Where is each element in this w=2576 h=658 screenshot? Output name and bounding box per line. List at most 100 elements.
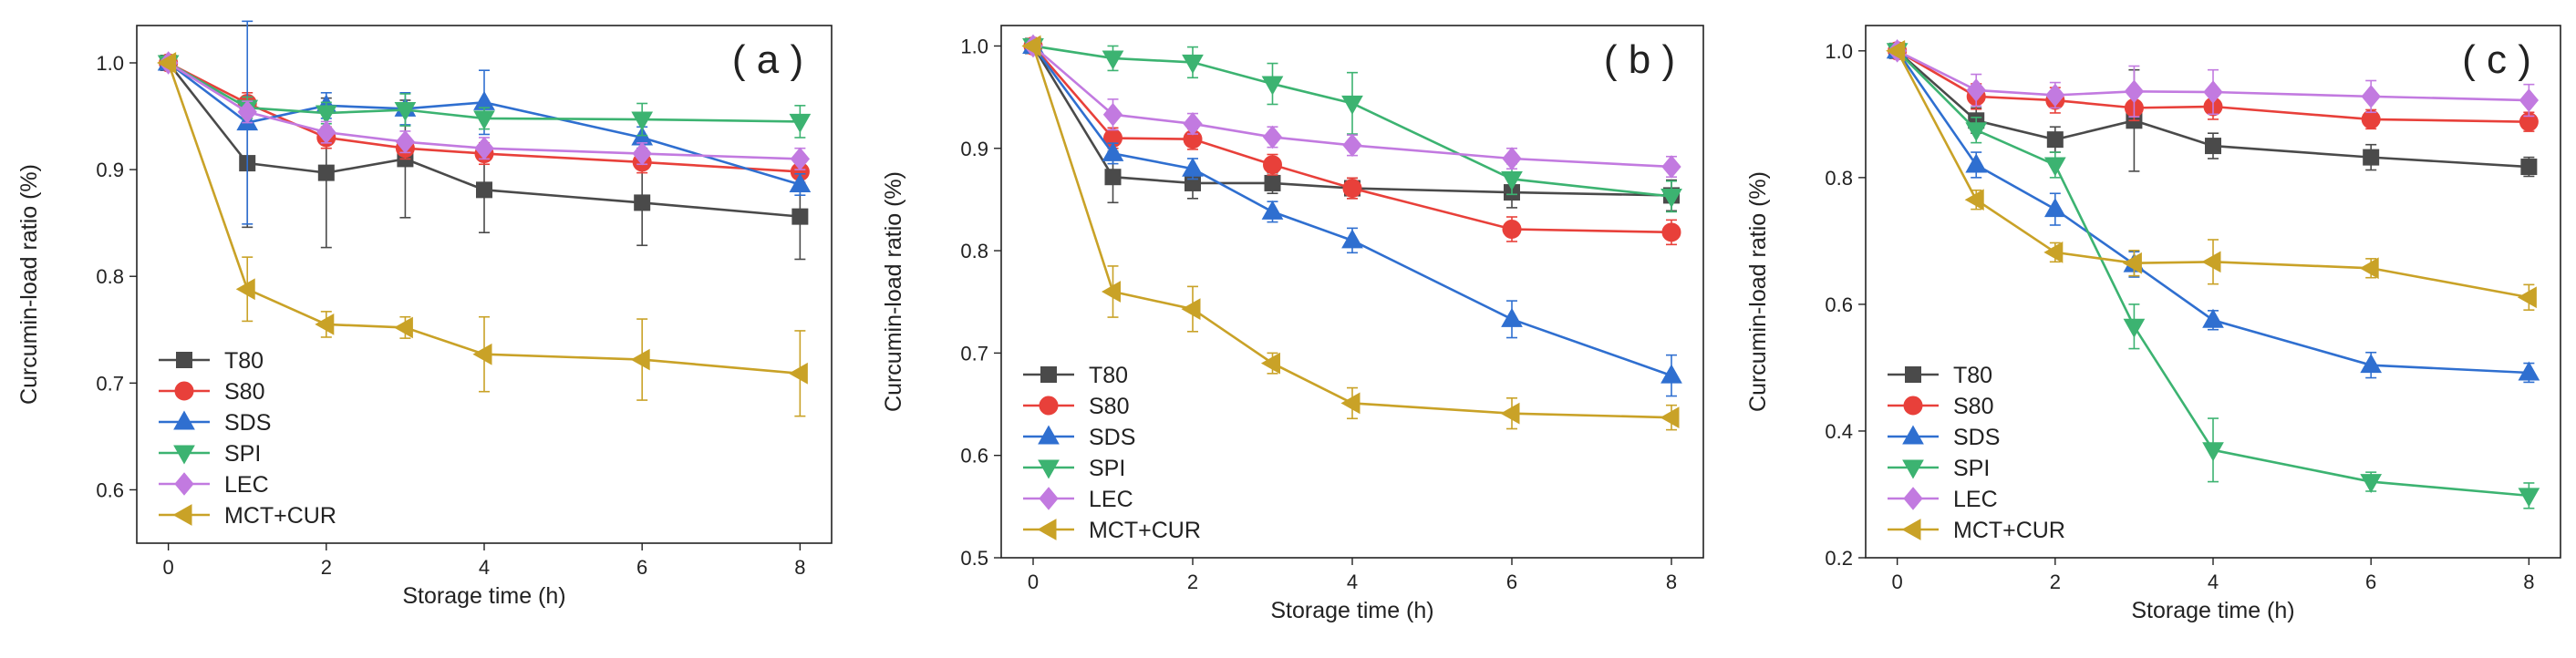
data-point (1965, 122, 1988, 142)
data-point (394, 102, 417, 122)
legend-marker (1038, 459, 1060, 479)
x-tick-label: 4 (1347, 571, 1358, 593)
series-sds (1022, 34, 1682, 397)
data-point (1966, 78, 1986, 102)
data-point (1261, 200, 1284, 220)
data-point (1500, 402, 1520, 425)
data-point (2046, 131, 2064, 149)
legend-marker (1901, 519, 1921, 540)
data-point (237, 100, 257, 124)
data-point (1262, 125, 1283, 149)
x-tick-label: 6 (636, 556, 647, 579)
x-tick-label: 2 (321, 556, 332, 579)
y-tick-label: 1.0 (1825, 40, 1853, 63)
data-point (1182, 157, 1204, 177)
legend-marker (173, 410, 195, 430)
data-point (235, 278, 255, 301)
data-point (1502, 147, 1522, 170)
legend-marker (1040, 366, 1057, 383)
legend-label: SDS (224, 410, 271, 436)
data-point (473, 110, 495, 130)
data-point (2203, 80, 2223, 104)
panel-label: ( c ) (2462, 37, 2531, 82)
y-axis-label: Curcumin-load ratio (%) (1745, 171, 1771, 412)
data-point (316, 120, 336, 144)
data-point (1183, 112, 1203, 136)
legend-label: SPI (1089, 456, 1125, 481)
legend-label: SDS (1953, 425, 2000, 450)
y-tick-label: 0.6 (1825, 293, 1853, 316)
legend-marker (1903, 396, 1923, 416)
x-tick-label: 6 (2365, 571, 2376, 593)
data-point (476, 181, 492, 199)
legend-label: T80 (1953, 363, 1992, 388)
data-point (1102, 102, 1123, 127)
data-point (157, 52, 177, 74)
data-point (789, 172, 812, 192)
data-point (1660, 189, 1682, 209)
legend-marker (1903, 487, 1923, 510)
legend-marker (1039, 396, 1059, 416)
data-point (631, 111, 654, 131)
y-tick-label: 0.9 (960, 138, 988, 160)
data-point (1501, 170, 1523, 190)
y-tick-label: 0.4 (1825, 420, 1853, 443)
series-lec (1887, 39, 2540, 118)
data-point (1261, 76, 1284, 96)
data-point (1264, 174, 1281, 191)
data-point (2205, 138, 2221, 155)
legend-marker (176, 352, 192, 368)
x-axis-label: Storage time (h) (1270, 598, 1433, 623)
data-point (1340, 392, 1360, 415)
data-point (1342, 179, 1362, 199)
data-point (789, 113, 812, 133)
data-point (2045, 83, 2065, 108)
x-tick-label: 4 (479, 556, 490, 579)
y-tick-label: 0.8 (960, 240, 988, 262)
data-point (788, 362, 808, 385)
data-point (2201, 251, 2221, 273)
legend-label: T80 (1089, 363, 1128, 388)
panel-c: 0 2 4 6 8 0.2 0.4 0.6 0.8 1.0 Storage time (h) Curc… (1745, 25, 2561, 623)
x-tick-label: 8 (794, 556, 805, 579)
legend-label: SDS (1089, 425, 1135, 450)
data-point (2517, 286, 2537, 309)
series-spi (1022, 37, 1682, 213)
data-point (1661, 155, 1681, 179)
y-axis-label: Curcumin-load ratio (%) (881, 171, 906, 412)
legend-label: LEC (1089, 487, 1133, 512)
y-tick-label: 0.6 (96, 478, 124, 501)
legend-marker (1038, 425, 1060, 445)
data-point (2202, 442, 2224, 462)
data-point (2124, 79, 2145, 104)
data-point (2518, 488, 2540, 508)
data-point (2202, 308, 2224, 328)
data-point (1661, 222, 1681, 242)
data-point (790, 147, 811, 171)
data-point (630, 348, 650, 371)
data-point (1021, 35, 1041, 57)
data-point (1341, 229, 1363, 249)
data-point (315, 314, 335, 335)
legend-marker (172, 504, 192, 526)
y-axis-label: Curcumin-load ratio (%) (16, 164, 42, 405)
x-axis-label: Storage time (h) (2131, 598, 2294, 623)
legend-marker (1037, 519, 1057, 540)
legend-label: T80 (224, 348, 264, 374)
data-point (2359, 257, 2379, 280)
x-tick-label: 0 (1028, 571, 1039, 593)
data-point (1102, 50, 1124, 70)
data-point (2043, 157, 2066, 177)
x-tick-label: 0 (1892, 571, 1903, 593)
data-point (2360, 474, 2383, 494)
data-point (2520, 159, 2538, 176)
data-point (2043, 198, 2066, 218)
data-point (1965, 153, 1988, 173)
data-point (2122, 252, 2142, 274)
legend: T80 S80 SDS SPI LEC MCT+CUR (159, 348, 336, 529)
panel-b: 0 2 4 6 8 0.5 0.6 0.7 0.8 0.9 1.0 Storage time (h) C… (881, 25, 1704, 623)
data-point (1102, 141, 1124, 161)
data-point (1660, 406, 1680, 428)
data-point (1341, 95, 1363, 115)
data-point (1501, 307, 1523, 327)
